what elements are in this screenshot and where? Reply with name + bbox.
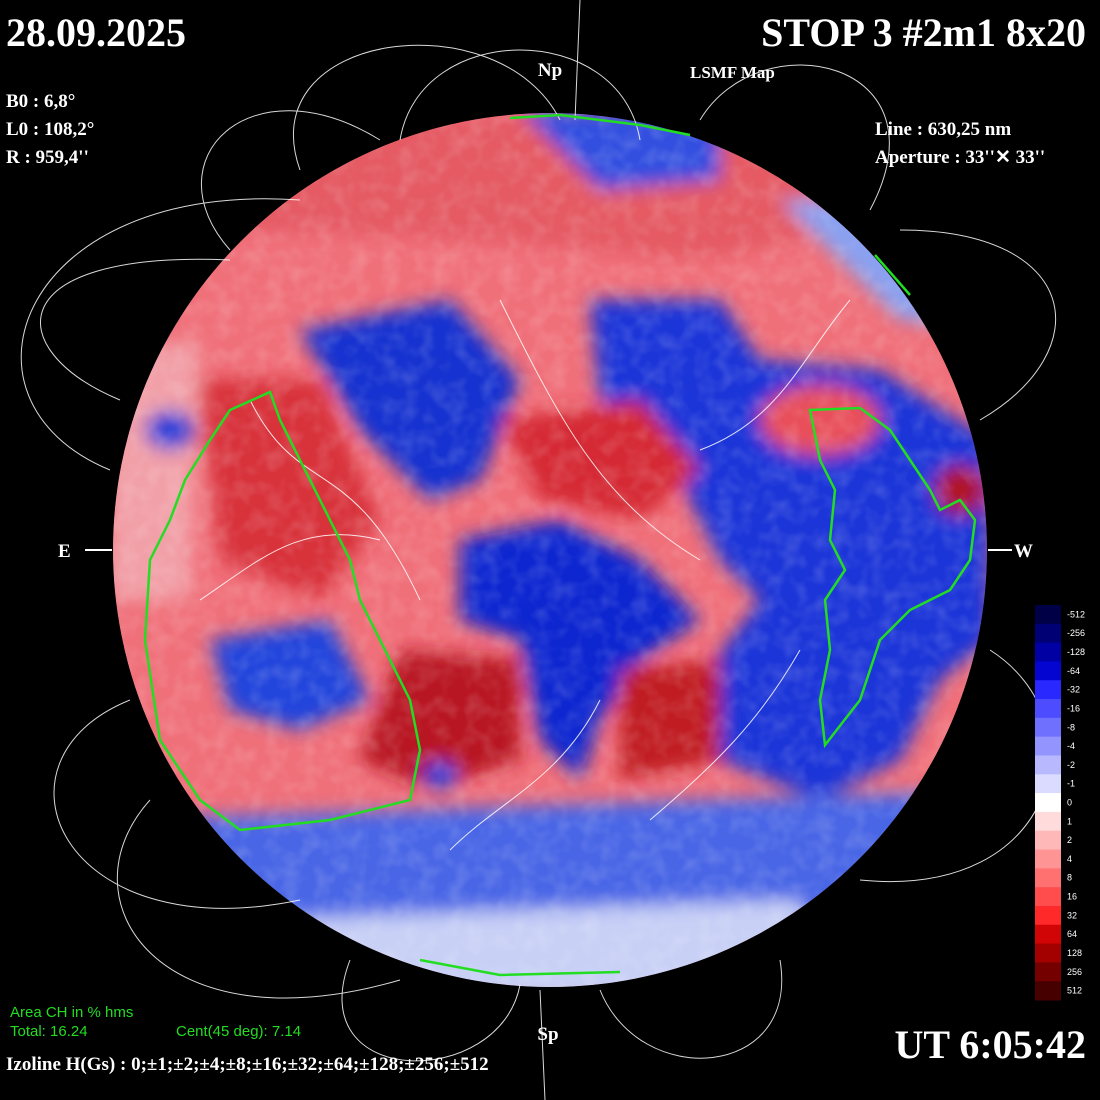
colorbar-swatch [1035, 774, 1061, 794]
radius: R : 959,4'' [6, 147, 89, 168]
ch-title: Area CH in % hms [10, 1004, 133, 1021]
colorbar-label: 256 [1067, 967, 1082, 977]
colorbar-label: -4 [1067, 741, 1075, 751]
colorbar-swatch [1035, 717, 1061, 738]
colorbar-swatch [1035, 623, 1061, 644]
colorbar-swatch [1035, 605, 1061, 625]
colorbar-label: -16 [1067, 703, 1080, 713]
l0: L0 : 108,2° [6, 119, 94, 140]
colorbar-swatch [1035, 661, 1061, 681]
coronal-hole-contours [143, 113, 977, 977]
colorbar-label: -32 [1067, 685, 1080, 695]
colorbar-label: 0 [1067, 798, 1072, 808]
time: UT 6:05:42 [895, 1022, 1086, 1067]
colorbar-swatch [1035, 962, 1061, 982]
west-label: W [1014, 541, 1033, 562]
north-pole: Np [538, 60, 562, 81]
colorbar-swatch [1035, 736, 1061, 756]
colorbar-swatch [1035, 849, 1061, 869]
colorbar-swatch [1035, 755, 1061, 775]
colorbar-label: 16 [1067, 892, 1077, 902]
ch-total: Total: 16.24 [10, 1023, 88, 1040]
isolines: Izoline H(Gs) : 0;±1;±2;±4;±8;±16;±32;±6… [6, 1054, 489, 1075]
colorbar-label: -512 [1067, 609, 1085, 619]
colorbar-label: -256 [1067, 628, 1085, 638]
date: 28.09.2025 [6, 10, 186, 55]
colorbar-swatch [1035, 642, 1061, 662]
ch-central: Cent(45 deg): 7.14 [176, 1023, 301, 1040]
colorbar-label: -8 [1067, 722, 1075, 732]
colorbar-label: 64 [1067, 929, 1077, 939]
colorbar-swatch [1035, 905, 1061, 926]
colorbar-label: -128 [1067, 647, 1085, 657]
colorbar-label: 4 [1067, 854, 1072, 864]
colorbar-swatch [1035, 680, 1061, 700]
colorbar-swatch [1035, 793, 1061, 813]
aperture: Aperture : 33''✕ 33'' [875, 147, 1045, 168]
title: STOP 3 #2m1 8x20 [761, 10, 1086, 55]
colorbar-label: 1 [1067, 816, 1072, 826]
colorbar-swatch [1035, 699, 1061, 719]
colorbar-swatch [1035, 943, 1061, 963]
colorbar-swatch [1035, 981, 1061, 1001]
colorbar-label: 32 [1067, 910, 1077, 920]
colorbar-swatch [1035, 924, 1061, 945]
subtitle: LSMF Map [690, 63, 775, 82]
colorbar-swatch [1035, 811, 1061, 832]
south-pole: Sp [537, 1024, 558, 1045]
colorbar-label: 2 [1067, 835, 1072, 845]
b0: B0 : 6,8° [6, 91, 75, 112]
colorbar-label: 512 [1067, 986, 1082, 996]
colorbar: -512 -256 -128 -64 -32 -16 -8 -4 -2 -1 0 1 2 4 8 16 32 64… [1035, 605, 1085, 1001]
colorbar-label: -64 [1067, 666, 1080, 676]
line: Line : 630,25 nm [875, 119, 1011, 140]
colorbar-swatch [1035, 830, 1061, 851]
colorbar-swatch [1035, 868, 1061, 888]
colorbar-label: -1 [1067, 779, 1075, 789]
east-label: E [58, 541, 71, 562]
colorbar-label: 128 [1067, 948, 1082, 958]
colorbar-label: 8 [1067, 873, 1072, 883]
colorbar-swatch [1035, 887, 1061, 907]
colorbar-label: -2 [1067, 760, 1075, 770]
